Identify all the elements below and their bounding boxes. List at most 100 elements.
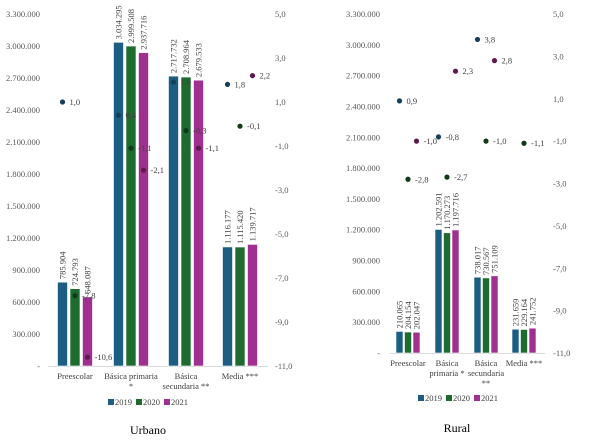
point-value-label: -1,0 [493,136,506,146]
chart-urbano: - 300.000 600.000 900.000 1.200.000 1.500.000… [6,5,292,437]
right-tick-label: 1,0 [275,97,286,107]
point-value-label: -2,8 [415,174,428,184]
bar-value-label: 1.197.716 [451,193,461,227]
point-value-label: -0,3 [193,126,206,136]
bar-2020 [482,277,490,354]
point-2021 [84,354,91,360]
left-tick-label: 3.300.000 [6,9,40,19]
category-label: Media *** [222,371,259,381]
bar-value-label: 730.567 [481,247,491,275]
point-2020 [128,145,134,151]
left-tick-label: 1.800.000 [6,169,40,179]
bar-value-label: 2.999.508 [126,9,136,43]
left-tick-label: - [37,361,40,371]
legend-label: 2021 [171,397,188,407]
bar-value-label: 751.109 [490,245,500,273]
point-2019 [474,36,481,43]
legend-swatch-2021 [164,399,170,405]
right-tick-label: -1,0 [553,136,566,146]
bar-value-label: 210.065 [395,301,405,329]
bar-2020 [125,45,137,367]
point-value-label: -10,6 [95,352,113,362]
point-2021 [249,73,256,79]
point-value-label: 1,0 [70,97,81,107]
point-value-label: 1,8 [235,79,246,89]
point-value-label: -2,7 [454,172,467,182]
point-value-label: 2,8 [502,56,513,66]
left-tick-label: 1.200.000 [6,233,40,243]
bar-value-label: 1.139.717 [248,207,258,241]
bar-2021 [247,244,258,367]
point-2019 [224,81,231,87]
bar-2019 [222,246,233,367]
bar-value-label: 1.202.591 [434,192,444,226]
legend-label: 2021 [481,393,498,403]
legend-label: 2019 [115,397,132,407]
left-tick-label: 2.100.000 [6,137,40,147]
bar-2021 [82,296,93,367]
bar-value-label: 2.708.964 [181,39,191,74]
chart-title: Rural [444,421,471,435]
right-tick-label: -11,0 [275,361,292,371]
bar-2021 [451,229,460,354]
left-tick-label: 3.000.000 [346,40,380,50]
bar-value-label: 202.047 [412,302,422,330]
bar-2020 [443,232,451,354]
point-value-label: -1,1 [206,143,219,153]
bar-value-label: 785.904 [58,251,68,279]
bar-value-label: 1.115.420 [235,210,245,244]
bar-value-label: 2.717.732 [169,39,179,73]
point-value-label: 0,4 [126,110,137,120]
left-tick-label: 1.200.000 [346,225,380,235]
point-2019 [396,98,403,104]
bar-value-label: 648.087 [83,266,93,294]
left-tick-label: 600.000 [352,286,380,296]
bar-2019 [473,276,482,354]
left-tick-label: 300.000 [12,329,40,339]
bar-value-label: 204.154 [403,301,413,329]
bar-2019 [57,281,68,367]
bar-2019 [511,328,520,354]
point-2020 [444,174,450,180]
point-2021 [413,138,420,144]
right-tick-label: -3,0 [553,179,566,189]
right-tick-label: -7,0 [275,273,288,283]
bar-2019 [395,331,404,354]
chart-rural: - 300.000 600.000 900.000 1.200.000 1.500.000… [346,9,570,435]
right-tick-label: -11,0 [553,348,570,358]
category-label: Básica secundaria ** [163,371,210,391]
point-2019 [59,99,66,105]
point-2019 [435,134,442,140]
right-tick-label: 1,0 [553,94,564,104]
left-tick-label: 2.700.000 [346,71,380,81]
bar-2019 [168,75,179,367]
right-tick-label: -9,0 [553,306,566,316]
bar-2019 [113,42,124,367]
chart-title: Urbano [130,423,166,437]
left-tick-label: 1.500.000 [346,194,380,204]
bar-value-label: 241.752 [528,298,538,326]
bar-value-label: 738.017 [473,247,483,275]
legend-label: 2020 [143,397,160,407]
left-tick-label: 2.400.000 [346,101,380,111]
bar-value-label: 231.659 [511,299,521,327]
legend-swatch-2019 [108,399,114,405]
bar-2019 [434,229,443,354]
category-label: Básica primaria * [429,358,464,378]
bar-value-label: 1.170.273 [442,196,452,230]
left-tick-label: 3.000.000 [6,41,40,51]
point-value-label: 0,9 [407,96,418,106]
left-tick-label: 600.000 [12,297,40,307]
right-tick-label: -5,0 [275,229,288,239]
legend-swatch-2020 [136,399,142,405]
point-2021 [452,68,459,74]
point-2020 [483,138,489,144]
category-label: Media *** [506,358,543,368]
point-value-label: -7,8 [82,291,95,301]
point-2021 [140,167,147,173]
legend-swatch-2019 [418,395,424,401]
point-2020 [405,176,411,182]
point-2021 [491,58,498,64]
legend-label: 2020 [453,393,470,403]
